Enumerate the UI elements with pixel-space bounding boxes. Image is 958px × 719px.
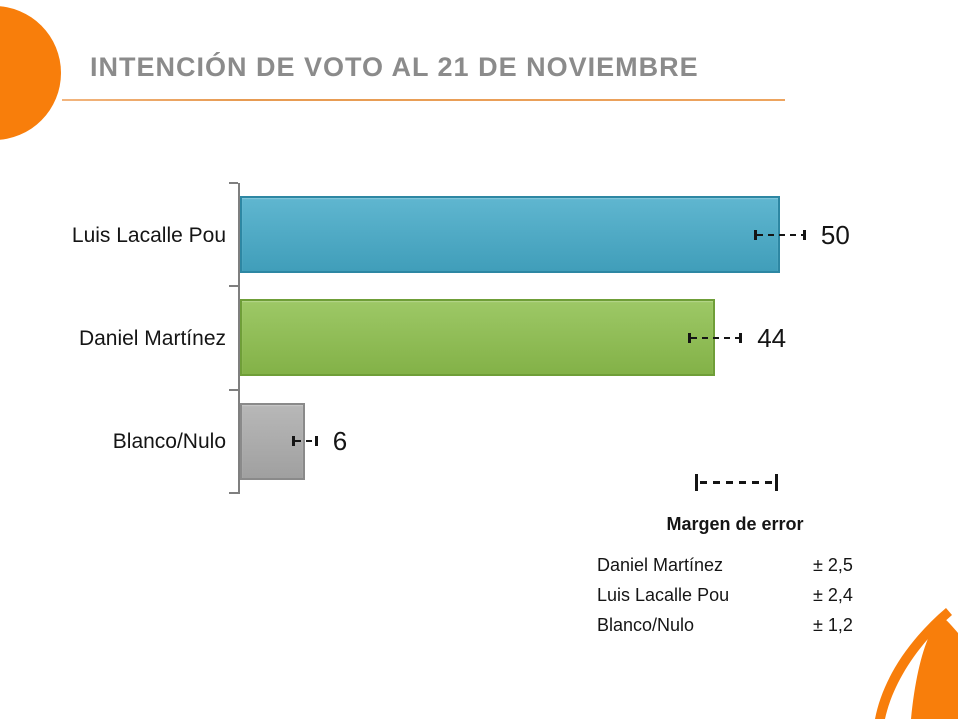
category-axis-line — [238, 183, 240, 494]
category-axis-tick — [229, 285, 238, 288]
category-label: Daniel Martínez — [78, 326, 226, 350]
bar-2 — [240, 299, 716, 377]
error-bar-right-cap — [314, 436, 318, 447]
error-bar-left-cap — [754, 229, 758, 240]
title-divider — [62, 99, 785, 101]
category-label: Blanco/Nulo — [112, 430, 226, 454]
error-bar-sample-icon — [695, 474, 778, 491]
error-bar-dash-line — [757, 233, 803, 236]
legend-rows: Daniel Martínez ± 2,5 Luis Lacalle Pou ± 2,… — [590, 550, 890, 640]
swoosh-decoration — [875, 608, 958, 719]
sample-right-cap — [775, 474, 778, 491]
legend-row: Luis Lacalle Pou ± 2,4 — [590, 580, 890, 610]
category-label: Luis Lacalle Pou — [71, 223, 226, 247]
orange-circle-shape — [0, 6, 61, 140]
page-title: INTENCIÓN DE VOTO AL 21 DE NOVIEMBRE — [90, 52, 699, 82]
error-bar-dash-line — [294, 440, 315, 443]
legend-row-value: ± 1,2 — [813, 615, 853, 635]
legend-row-label: Daniel Martínez — [597, 555, 724, 575]
legend-row-value: ± 2,5 — [813, 555, 853, 575]
swoosh-stripe-shape — [875, 608, 952, 719]
category-axis-tick — [229, 491, 238, 494]
error-bar — [688, 332, 743, 344]
legend-row-label: Blanco/Nulo — [597, 615, 695, 635]
error-bar-left-cap — [291, 436, 295, 447]
sample-left-cap — [695, 474, 698, 491]
value-label: 50 — [820, 219, 850, 250]
error-bar-right-cap — [739, 332, 743, 343]
value-label: 6 — [332, 426, 348, 457]
category-axis-tick — [229, 388, 238, 391]
legend-row-value: ± 2,4 — [813, 585, 853, 605]
legend-row: Daniel Martínez ± 2,5 — [590, 550, 890, 580]
legend-row-label: Luis Lacalle Pou — [597, 585, 730, 605]
error-bar — [291, 435, 318, 447]
legend-row: Blanco/Nulo ± 1,2 — [590, 610, 890, 640]
value-label: 44 — [757, 322, 787, 353]
error-bar-left-cap — [688, 332, 692, 343]
sample-dash-line — [700, 481, 773, 484]
bar-1 — [240, 196, 780, 274]
legend-title: Margen de error — [666, 514, 804, 534]
error-bar-dash-line — [691, 336, 740, 339]
error-bar-right-cap — [802, 229, 806, 240]
error-legend: Margen de error Daniel Martínez ± 2,5 Luis… — [590, 466, 890, 651]
error-bar — [754, 229, 806, 241]
swoosh-large-shape — [911, 616, 958, 719]
category-axis-tick — [229, 182, 238, 184]
orange-circle-decoration — [0, 6, 61, 140]
